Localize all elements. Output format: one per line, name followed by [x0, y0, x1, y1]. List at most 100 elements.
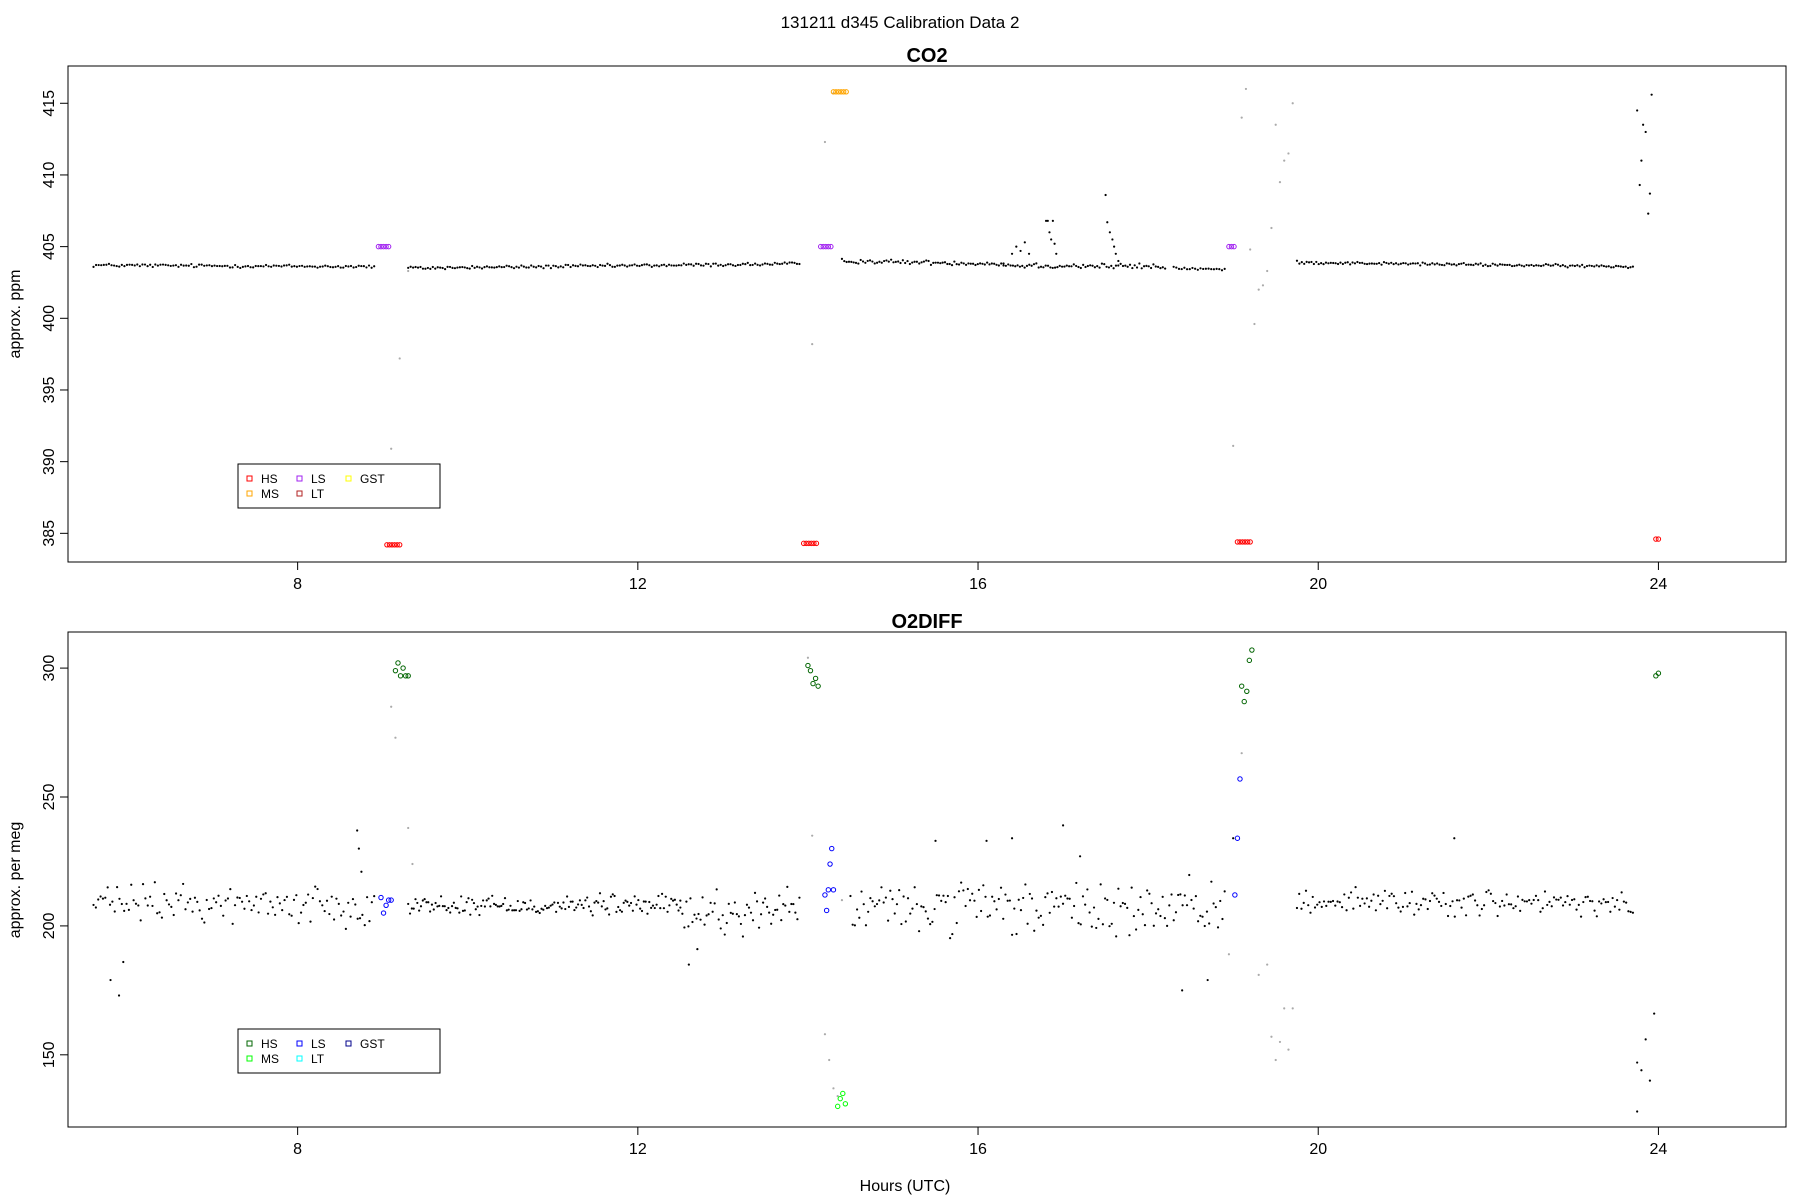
data-point [845, 260, 848, 264]
data-point [518, 909, 521, 912]
data-point [1583, 266, 1586, 269]
data-point [660, 892, 664, 895]
o2diff-ylabel: approx. per meg [7, 822, 24, 939]
data-point [985, 839, 988, 842]
data-point [1032, 263, 1036, 266]
data-point [754, 262, 757, 265]
data-point [984, 895, 987, 898]
data-point [860, 890, 863, 893]
data-point [1462, 897, 1465, 900]
data-point [680, 264, 683, 267]
calibration-point [807, 667, 814, 674]
data-point [1064, 894, 1067, 897]
data-point [513, 909, 516, 912]
data-point [778, 262, 781, 266]
data-point [1474, 262, 1477, 265]
data-point [1582, 900, 1585, 904]
data-point [758, 264, 762, 267]
data-point [913, 886, 916, 889]
data-point [843, 259, 846, 263]
calibration-point [1247, 539, 1253, 545]
data-point [264, 263, 268, 267]
data-point [786, 885, 789, 888]
data-point [635, 264, 639, 267]
data-point [736, 263, 740, 267]
data-point [443, 905, 446, 908]
data-point [1363, 902, 1366, 905]
data-point [1476, 904, 1479, 907]
data-point [1426, 263, 1429, 266]
data-point [1163, 917, 1166, 920]
data-point [463, 266, 466, 269]
data-point [1611, 896, 1614, 900]
data-point [705, 914, 708, 917]
data-point [1004, 264, 1007, 267]
data-point [453, 267, 457, 270]
data-point [711, 910, 714, 913]
data-point [604, 908, 607, 911]
data-point [290, 265, 293, 268]
data-point [1617, 265, 1620, 268]
data-point [1501, 899, 1504, 903]
data-point [920, 261, 923, 264]
data-point [308, 265, 311, 268]
data-point [300, 264, 304, 267]
data-point [1363, 262, 1366, 265]
calibration-point [375, 243, 382, 250]
data-point [215, 901, 218, 904]
data-point [236, 265, 239, 268]
data-point [505, 909, 508, 912]
data-point [631, 264, 634, 267]
data-point [768, 911, 771, 914]
data-point [847, 260, 851, 263]
data-point [1636, 109, 1639, 112]
y-tick-label: 395 [41, 377, 58, 404]
data-point [729, 263, 732, 266]
data-point [203, 264, 206, 267]
data-point [236, 896, 239, 899]
y-tick-label: 390 [41, 448, 58, 475]
calibration-point [837, 1095, 843, 1102]
data-point [262, 893, 265, 896]
data-point [438, 904, 441, 907]
data-point [1208, 922, 1211, 925]
data-point [683, 926, 686, 929]
data-point [436, 266, 439, 269]
data-point [1302, 901, 1305, 904]
data-point [1356, 896, 1359, 899]
data-point [285, 895, 289, 898]
data-point [564, 907, 567, 911]
calibration-point [385, 243, 392, 250]
data-point [964, 904, 967, 908]
data-point [962, 262, 965, 265]
data-point [1075, 264, 1078, 268]
data-point [852, 261, 855, 264]
data-point [1044, 896, 1047, 899]
data-point [1365, 262, 1369, 266]
calibration-point [825, 243, 832, 250]
data-point [751, 263, 754, 267]
data-point [1161, 895, 1164, 898]
data-point [412, 907, 415, 910]
data-point [1602, 898, 1605, 901]
data-point [670, 897, 673, 900]
data-point [444, 268, 447, 271]
data-point [1614, 264, 1618, 268]
calibration-point [400, 665, 406, 671]
data-point [1631, 265, 1635, 268]
data-point [918, 262, 921, 265]
data-point [591, 264, 594, 267]
data-point [934, 261, 937, 264]
data-point [547, 264, 550, 267]
data-point [1457, 262, 1460, 266]
data-point [783, 261, 786, 264]
data-point [704, 262, 708, 265]
data-point [737, 915, 740, 918]
data-point [1082, 263, 1085, 266]
data-point [699, 264, 703, 267]
data-point [531, 908, 534, 911]
data-point [1341, 262, 1344, 266]
data-point [1114, 264, 1118, 267]
data-point [731, 912, 734, 915]
data-point [685, 263, 688, 266]
